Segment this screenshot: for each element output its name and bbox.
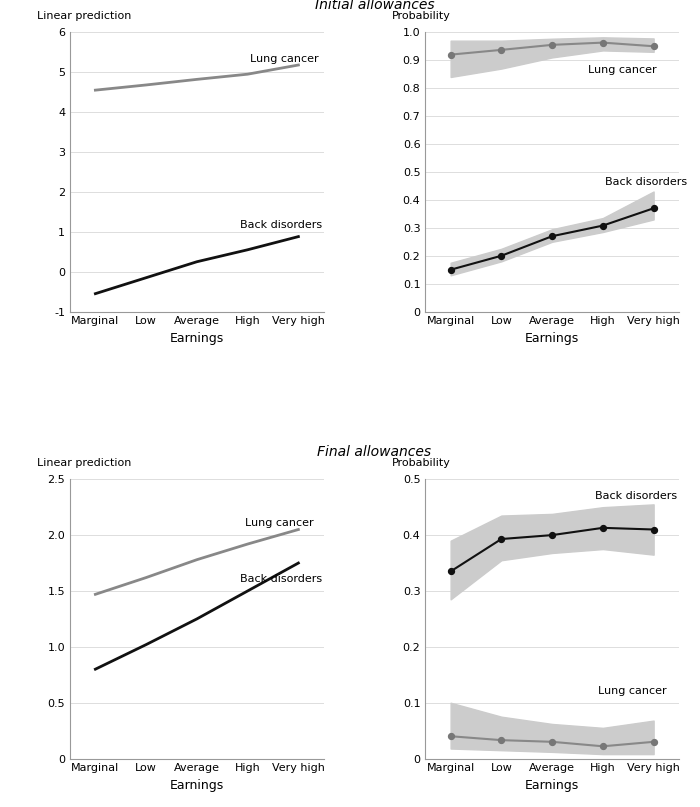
Point <box>445 730 456 742</box>
Text: Lung cancer: Lung cancer <box>250 54 318 65</box>
Text: Final allowances: Final allowances <box>317 445 432 459</box>
Point <box>547 529 558 541</box>
X-axis label: Earnings: Earnings <box>525 332 579 345</box>
Point <box>445 263 456 276</box>
Text: Back disorders: Back disorders <box>240 574 322 584</box>
Point <box>648 523 659 536</box>
Point <box>648 40 659 52</box>
Point <box>547 735 558 748</box>
Point <box>445 48 456 61</box>
Point <box>547 39 558 52</box>
Point <box>547 230 558 243</box>
Text: Back disorders: Back disorders <box>240 220 322 230</box>
Text: Back disorders: Back disorders <box>606 177 687 186</box>
X-axis label: Earnings: Earnings <box>525 779 579 792</box>
Point <box>597 740 608 753</box>
Text: Linear prediction: Linear prediction <box>37 11 132 21</box>
Text: Linear prediction: Linear prediction <box>37 458 132 468</box>
Point <box>496 734 507 746</box>
Point <box>648 735 659 748</box>
Point <box>445 565 456 578</box>
Text: Probability: Probability <box>392 11 451 21</box>
Text: Lung cancer: Lung cancer <box>598 686 666 696</box>
Text: Lung cancer: Lung cancer <box>245 518 314 528</box>
Point <box>496 44 507 56</box>
Point <box>597 521 608 534</box>
Text: Lung cancer: Lung cancer <box>587 65 657 75</box>
Text: Probability: Probability <box>392 458 451 468</box>
Point <box>496 249 507 262</box>
Point <box>597 36 608 49</box>
Text: Initial allowances: Initial allowances <box>315 0 434 12</box>
X-axis label: Earnings: Earnings <box>169 779 224 792</box>
Point <box>597 220 608 232</box>
Text: Back disorders: Back disorders <box>595 491 678 501</box>
Point <box>648 202 659 215</box>
Point <box>496 533 507 546</box>
X-axis label: Earnings: Earnings <box>169 332 224 345</box>
